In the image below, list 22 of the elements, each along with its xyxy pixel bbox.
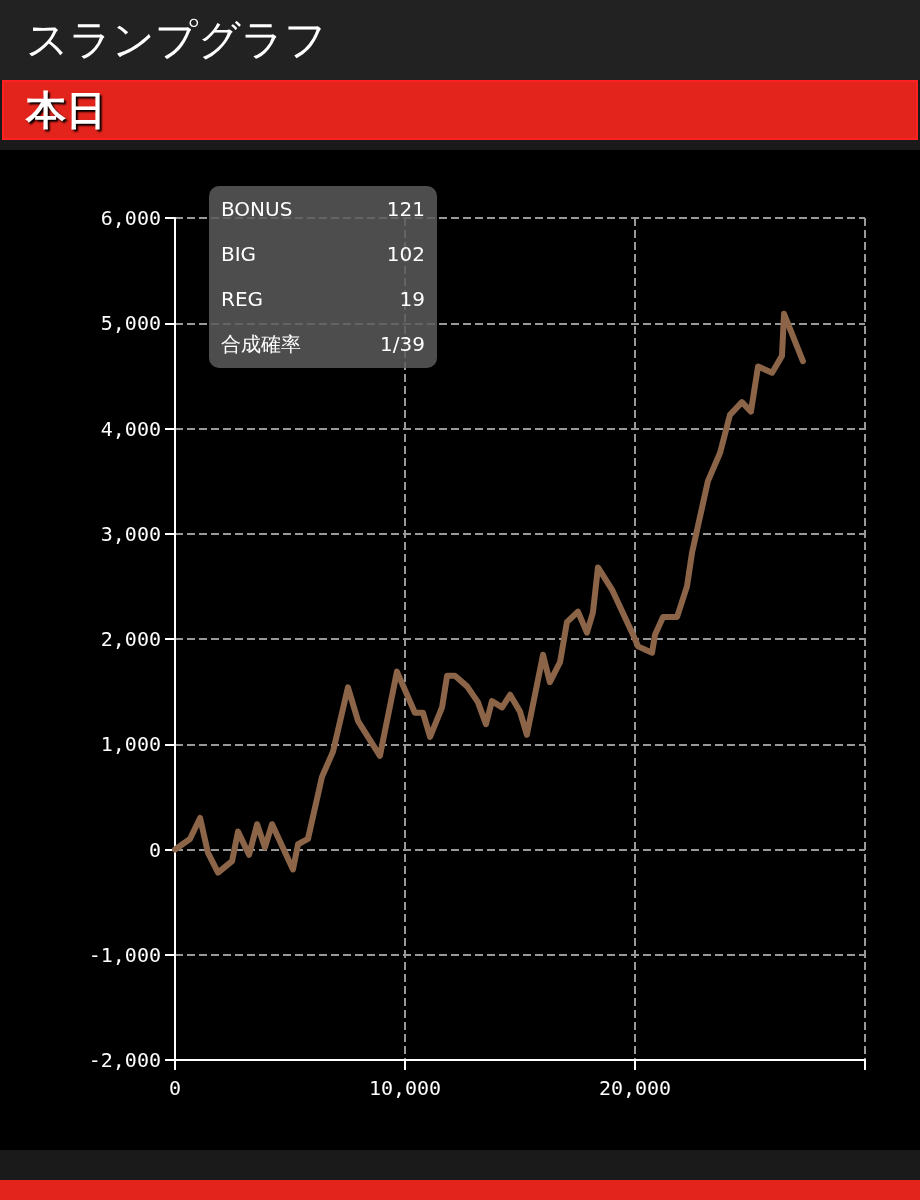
x-tick-label: 0	[168, 1076, 182, 1100]
annotation: 1/39	[380, 331, 425, 358]
chart-title: スランプグラフ	[0, 0, 920, 80]
y-tick-label: 2,000	[100, 627, 161, 651]
annotation: 121	[386, 196, 425, 223]
annotation: 合成確率	[221, 331, 301, 358]
annotation: BIG	[221, 241, 257, 268]
x-tick-label: 20,000	[598, 1076, 672, 1100]
chart-subtitle: 本日	[2, 80, 918, 140]
y-tick-label: 0	[148, 837, 161, 862]
y-tick-label: 1,000	[100, 732, 161, 757]
y-tick-label: 5,000	[100, 311, 161, 336]
annotation: BONUS	[221, 196, 293, 223]
y-tick-label: 6,000	[100, 206, 161, 230]
y-tick-label: -2,000	[88, 1048, 161, 1072]
annotation: REG	[221, 286, 264, 313]
x-tick-label: 10,000	[368, 1076, 442, 1100]
y-tick-label: -1,000	[88, 942, 161, 967]
annotation: 102	[386, 241, 425, 268]
annotation: 19	[399, 286, 425, 313]
y-tick-label: 4,000	[100, 416, 161, 441]
y-tick-label: 3,000	[100, 521, 161, 546]
